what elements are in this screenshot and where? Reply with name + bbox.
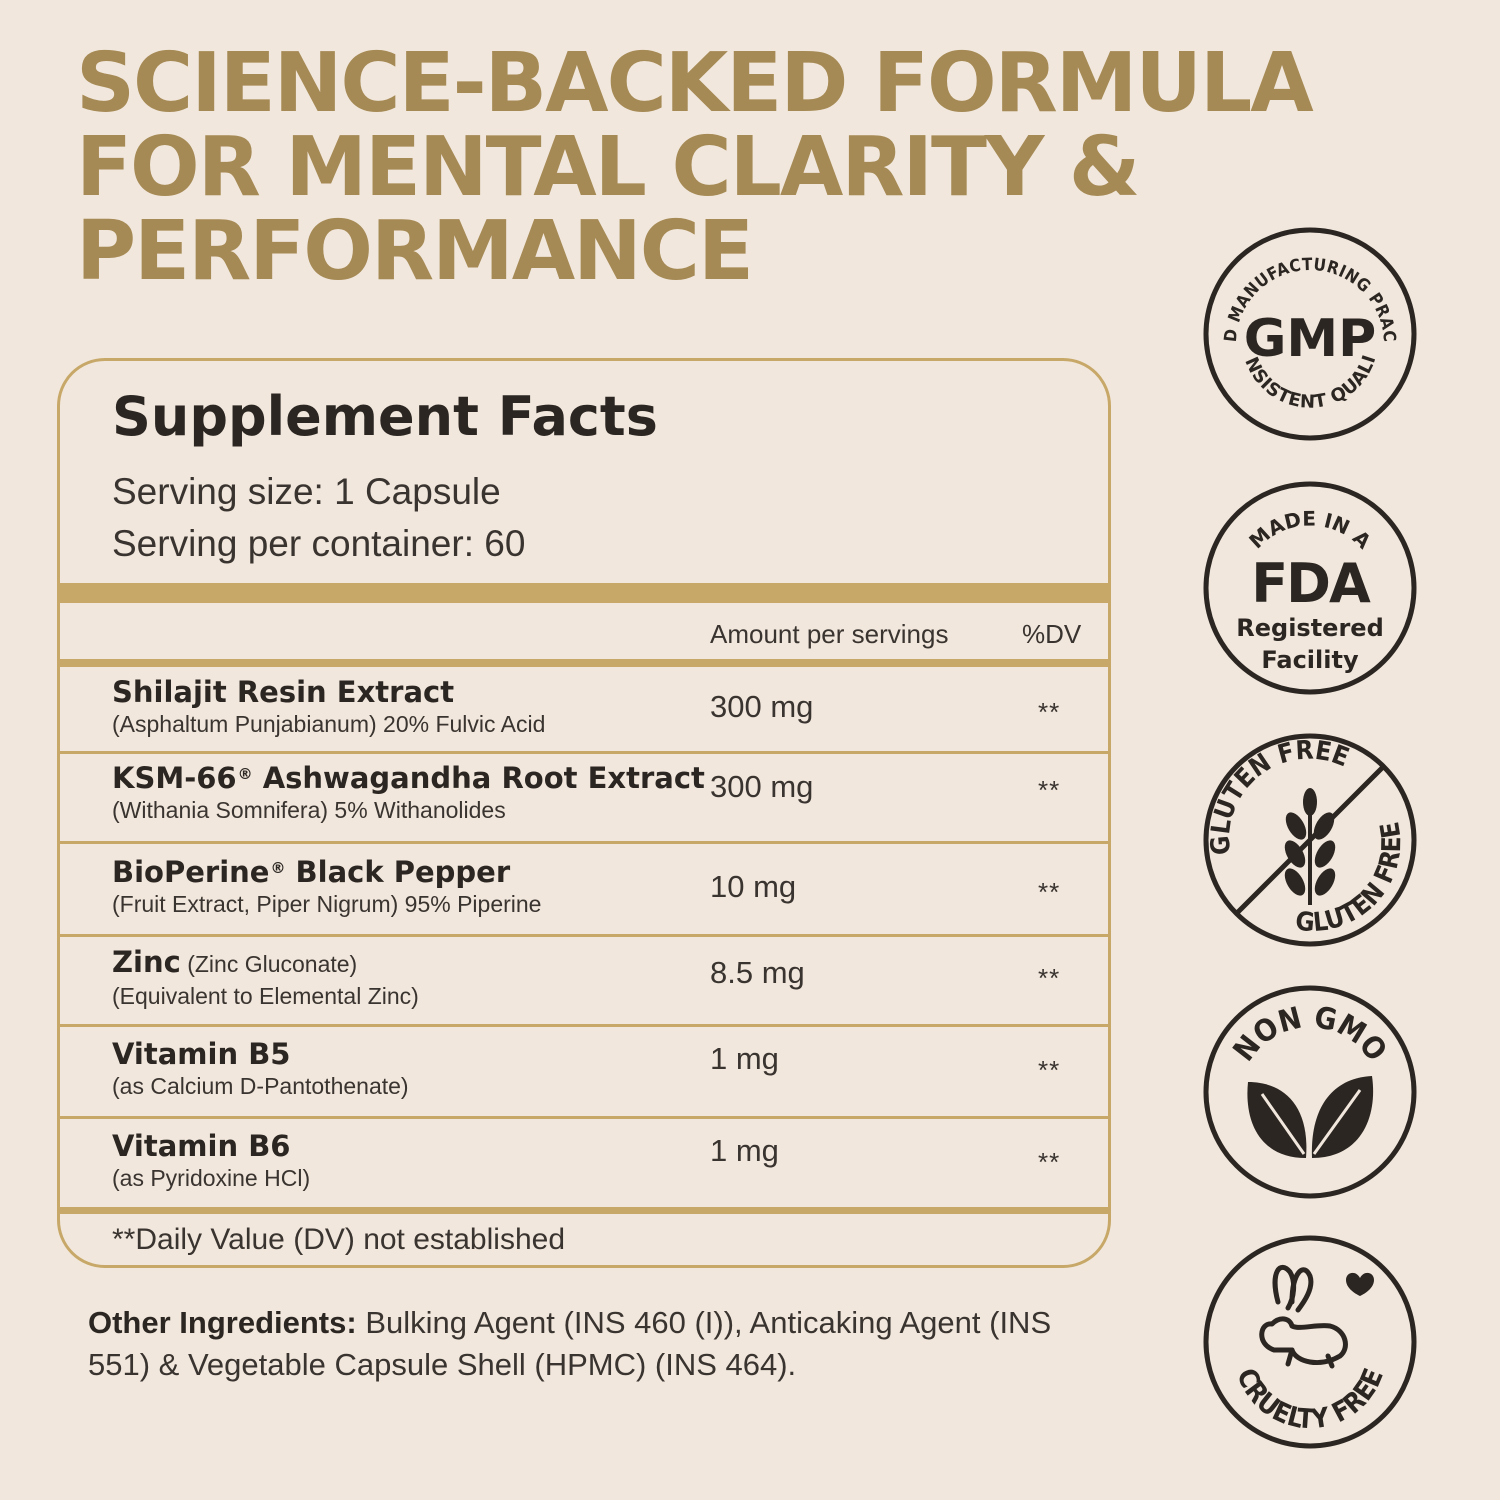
registered-mark: ® — [237, 765, 253, 783]
ingredient-amount: 300 mg — [710, 689, 814, 724]
ingredient-detail: (Fruit Extract, Piper Nigrum) 95% Piperi… — [112, 891, 542, 917]
gmp-seal-icon: GOOD MANUFACTURING PRACTICE GMP CONSISTE… — [1200, 224, 1417, 441]
servings-per-container: Serving per container: 60 — [112, 523, 526, 564]
fda-badge: MADE IN A FDA Registered Facility — [1200, 478, 1420, 698]
ingredient-row: Zinc (Zinc Gluconate) (Equivalent to Ele… — [60, 945, 1108, 1025]
headline-line-1: SCIENCE-BACKED FORMULA — [76, 36, 1314, 131]
row-divider — [60, 1024, 1108, 1027]
svg-text:CRUELTY FREE: CRUELTY FREE — [1230, 1364, 1390, 1435]
svg-text:GMP: GMP — [1244, 309, 1377, 369]
svg-text:MADE IN A: MADE IN A — [1244, 506, 1376, 553]
svg-text:Registered: Registered — [1236, 614, 1384, 642]
divider-bar — [60, 1207, 1108, 1214]
ingredient-row: Vitamin B5 (as Calcium D-Pantothenate) 1… — [60, 1037, 1108, 1117]
ingredient-name: KSM-66® Ashwagandha Root Extract — [112, 761, 705, 795]
ingredient-dv: ** — [1038, 775, 1061, 805]
supplement-facts-panel: Supplement Facts Serving size: 1 Capsule… — [57, 358, 1111, 1268]
row-divider — [60, 841, 1108, 844]
heart-icon — [1346, 1272, 1374, 1296]
ingredient-row: KSM-66® Ashwagandha Root Extract (Withan… — [60, 761, 1108, 841]
ingredient-detail: (as Calcium D-Pantothenate) — [112, 1073, 409, 1099]
svg-text:Facility: Facility — [1261, 646, 1359, 674]
other-ingredients-text: Bulking Agent (INS 460 (I)), Anticaking … — [88, 1305, 1052, 1382]
leaves-icon — [1247, 1076, 1374, 1158]
non-gmo-icon: NON GMO — [1203, 985, 1417, 1199]
ingredient-detail: (Asphaltum Punjabianum) 20% Fulvic Acid — [112, 711, 546, 737]
dv-footnote: **Daily Value (DV) not established — [112, 1223, 566, 1256]
serving-size: Serving size: 1 Capsule — [112, 471, 501, 512]
ingredient-row: BioPerine® Black Pepper (Fruit Extract, … — [60, 855, 1108, 935]
ingredient-name: Vitamin B5 — [112, 1037, 291, 1071]
row-divider — [60, 1116, 1108, 1119]
ingredient-name: Vitamin B6 — [112, 1129, 291, 1163]
row-divider — [60, 934, 1108, 937]
svg-text:FDA: FDA — [1251, 552, 1371, 615]
cruelty-free-icon: CRUELTY FREE — [1203, 1235, 1417, 1449]
svg-text:NON GMO: NON GMO — [1227, 1000, 1394, 1068]
ingredient-dv: ** — [1038, 1147, 1061, 1177]
ingredient-dv: ** — [1038, 877, 1061, 907]
divider-bar — [60, 583, 1108, 603]
rabbit-icon — [1259, 1265, 1348, 1369]
gmp-badge: GOOD MANUFACTURING PRACTICE GMP CONSISTE… — [1200, 224, 1420, 444]
non-gmo-badge: NON GMO — [1200, 982, 1420, 1202]
ingredient-amount: 300 mg — [710, 769, 814, 804]
ingredient-detail: (as Pyridoxine HCl) — [112, 1165, 311, 1191]
gluten-free-badge: GLUTEN FREE GLUTEN FREE — [1200, 730, 1420, 950]
row-divider — [60, 751, 1108, 754]
other-ingredients-label: Other Ingredients: — [88, 1305, 357, 1340]
ingredient-name: Zinc (Zinc Gluconate) — [112, 945, 358, 979]
headline-line-3: PERFORMANCE — [76, 204, 754, 299]
ingredient-row: Vitamin B6 (as Pyridoxine HCl) 1 mg ** — [60, 1129, 1108, 1209]
ingredient-detail: (Withania Somnifera) 5% Withanolides — [112, 797, 506, 823]
ingredient-dv: ** — [1038, 963, 1061, 993]
gluten-free-icon: GLUTEN FREE GLUTEN FREE — [1203, 733, 1417, 947]
column-header-amount: Amount per servings — [710, 619, 949, 649]
column-header-dv: %DV — [1022, 619, 1082, 649]
ingredient-inline-detail: (Zinc Gluconate) — [180, 951, 358, 977]
ingredient-name: Shilajit Resin Extract — [112, 675, 455, 709]
ingredient-amount: 8.5 mg — [710, 955, 805, 990]
ingredient-dv: ** — [1038, 697, 1061, 727]
other-ingredients: Other Ingredients: Bulking Agent (INS 46… — [88, 1302, 1098, 1386]
ingredient-dv: ** — [1038, 1055, 1061, 1085]
wheat-icon — [1284, 788, 1336, 905]
ingredient-amount: 1 mg — [710, 1133, 779, 1168]
ingredient-row: Shilajit Resin Extract (Asphaltum Punjab… — [60, 675, 1108, 753]
registered-mark: ® — [270, 859, 286, 877]
ingredient-detail: (Equivalent to Elemental Zinc) — [112, 983, 419, 1009]
headline-line-2: FOR MENTAL CLARITY & — [76, 120, 1140, 215]
cruelty-free-badge: CRUELTY FREE — [1200, 1232, 1420, 1452]
ingredient-name: BioPerine® Black Pepper — [112, 855, 511, 889]
ingredient-amount: 1 mg — [710, 1041, 779, 1076]
fda-seal-icon: MADE IN A FDA Registered Facility — [1203, 481, 1417, 695]
svg-text:GLUTEN FREE: GLUTEN FREE — [1206, 735, 1353, 855]
facts-title: Supplement Facts — [112, 385, 658, 448]
ingredient-amount: 10 mg — [710, 869, 797, 904]
divider-bar — [60, 659, 1108, 667]
headline: SCIENCE-BACKED FORMULA FOR MENTAL CLARIT… — [76, 36, 1314, 299]
